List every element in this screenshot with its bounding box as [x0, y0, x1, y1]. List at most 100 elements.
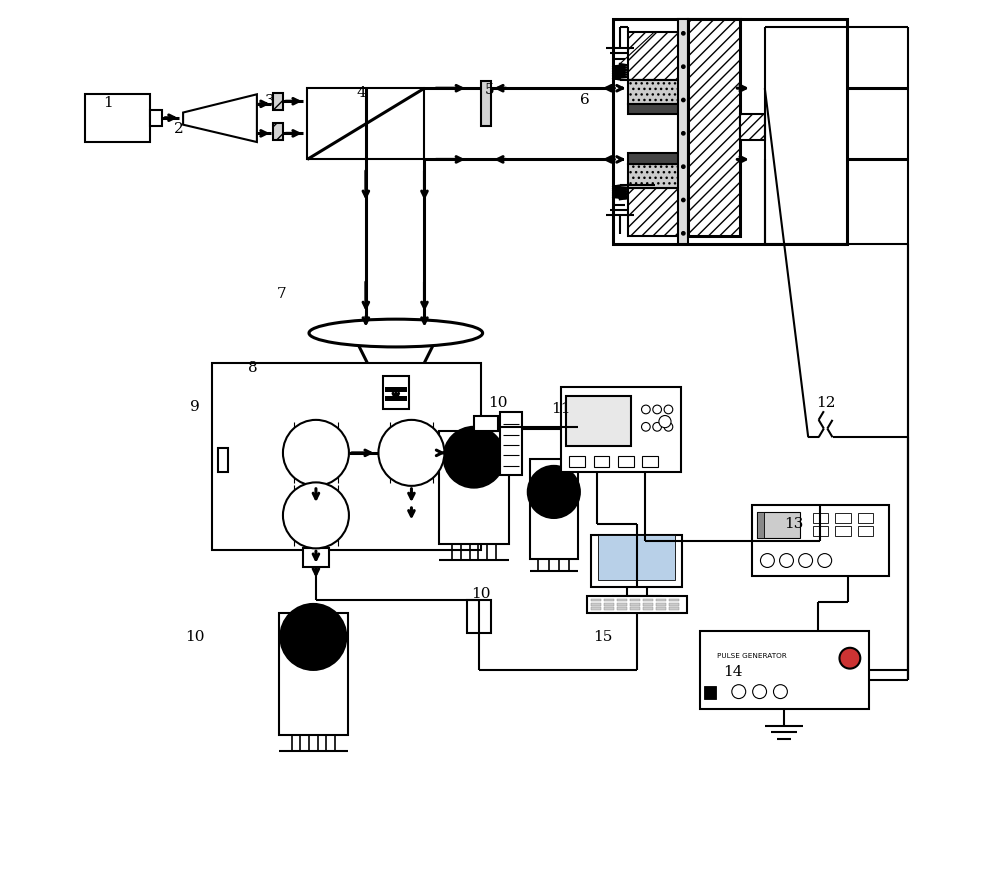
- FancyBboxPatch shape: [474, 415, 498, 431]
- FancyBboxPatch shape: [307, 88, 424, 159]
- Circle shape: [753, 685, 767, 699]
- Text: 9: 9: [190, 400, 199, 414]
- Circle shape: [839, 648, 860, 669]
- Text: 14: 14: [723, 665, 742, 679]
- Circle shape: [642, 422, 650, 431]
- FancyBboxPatch shape: [630, 607, 640, 610]
- FancyBboxPatch shape: [566, 395, 631, 446]
- Text: 4: 4: [356, 85, 366, 99]
- Circle shape: [642, 405, 650, 414]
- FancyBboxPatch shape: [858, 526, 873, 537]
- Circle shape: [664, 422, 673, 431]
- FancyBboxPatch shape: [385, 387, 407, 392]
- FancyBboxPatch shape: [643, 607, 653, 610]
- Circle shape: [760, 554, 774, 568]
- FancyBboxPatch shape: [669, 607, 679, 610]
- FancyBboxPatch shape: [383, 376, 409, 409]
- Circle shape: [780, 554, 793, 568]
- FancyBboxPatch shape: [752, 505, 889, 576]
- Polygon shape: [183, 94, 257, 142]
- Text: 11: 11: [551, 402, 571, 416]
- Text: 7: 7: [276, 287, 286, 301]
- FancyBboxPatch shape: [604, 603, 614, 605]
- FancyBboxPatch shape: [618, 456, 634, 467]
- FancyBboxPatch shape: [700, 631, 869, 709]
- Circle shape: [283, 483, 349, 549]
- Text: 3: 3: [265, 94, 275, 108]
- FancyBboxPatch shape: [835, 513, 851, 523]
- FancyBboxPatch shape: [643, 603, 653, 605]
- FancyBboxPatch shape: [273, 92, 283, 110]
- FancyBboxPatch shape: [757, 512, 764, 538]
- FancyBboxPatch shape: [591, 607, 601, 610]
- FancyBboxPatch shape: [569, 456, 585, 467]
- Circle shape: [818, 554, 832, 568]
- FancyBboxPatch shape: [628, 188, 681, 236]
- FancyBboxPatch shape: [439, 431, 509, 544]
- Text: 13: 13: [784, 517, 803, 531]
- FancyBboxPatch shape: [279, 613, 348, 735]
- Circle shape: [378, 420, 444, 486]
- FancyBboxPatch shape: [628, 153, 681, 164]
- FancyBboxPatch shape: [688, 19, 740, 236]
- FancyBboxPatch shape: [587, 596, 687, 613]
- FancyBboxPatch shape: [218, 448, 228, 472]
- Text: PULSE GENERATOR: PULSE GENERATOR: [717, 653, 787, 658]
- Ellipse shape: [309, 319, 483, 347]
- Circle shape: [799, 554, 813, 568]
- Text: 10: 10: [489, 395, 508, 409]
- FancyBboxPatch shape: [628, 164, 681, 188]
- Circle shape: [653, 405, 661, 414]
- FancyBboxPatch shape: [385, 383, 404, 389]
- FancyBboxPatch shape: [669, 598, 679, 601]
- FancyBboxPatch shape: [530, 459, 578, 559]
- FancyBboxPatch shape: [740, 114, 765, 140]
- Text: 10: 10: [185, 630, 204, 644]
- Text: 10: 10: [471, 586, 491, 600]
- FancyBboxPatch shape: [591, 598, 601, 601]
- Text: 8: 8: [248, 361, 257, 375]
- Circle shape: [732, 685, 746, 699]
- Circle shape: [664, 405, 673, 414]
- Circle shape: [528, 466, 580, 518]
- FancyBboxPatch shape: [303, 549, 329, 568]
- FancyBboxPatch shape: [678, 19, 688, 245]
- Circle shape: [659, 415, 671, 428]
- FancyBboxPatch shape: [361, 383, 380, 389]
- FancyBboxPatch shape: [617, 603, 627, 605]
- FancyBboxPatch shape: [630, 598, 640, 601]
- FancyBboxPatch shape: [212, 363, 481, 550]
- FancyBboxPatch shape: [617, 598, 627, 601]
- Circle shape: [653, 422, 661, 431]
- FancyBboxPatch shape: [604, 598, 614, 601]
- FancyBboxPatch shape: [858, 513, 873, 523]
- FancyBboxPatch shape: [467, 600, 491, 633]
- FancyBboxPatch shape: [150, 110, 162, 125]
- FancyBboxPatch shape: [656, 603, 666, 605]
- FancyBboxPatch shape: [617, 607, 627, 610]
- Text: 12: 12: [816, 395, 835, 409]
- Text: 1: 1: [103, 96, 112, 110]
- FancyBboxPatch shape: [462, 444, 474, 460]
- Text: 15: 15: [593, 630, 612, 644]
- FancyBboxPatch shape: [613, 19, 847, 245]
- Text: 5: 5: [485, 83, 494, 97]
- Circle shape: [444, 427, 504, 488]
- FancyBboxPatch shape: [643, 598, 653, 601]
- FancyBboxPatch shape: [628, 79, 681, 104]
- FancyBboxPatch shape: [85, 94, 150, 142]
- FancyBboxPatch shape: [642, 456, 658, 467]
- FancyBboxPatch shape: [385, 395, 407, 401]
- FancyBboxPatch shape: [594, 456, 609, 467]
- Text: 6: 6: [580, 93, 590, 107]
- FancyBboxPatch shape: [704, 686, 716, 699]
- Circle shape: [280, 604, 346, 670]
- FancyBboxPatch shape: [835, 526, 851, 537]
- Text: 2: 2: [174, 122, 184, 136]
- FancyBboxPatch shape: [813, 513, 828, 523]
- FancyBboxPatch shape: [813, 526, 828, 537]
- FancyBboxPatch shape: [561, 387, 681, 472]
- FancyBboxPatch shape: [604, 607, 614, 610]
- FancyBboxPatch shape: [628, 104, 681, 114]
- FancyBboxPatch shape: [656, 607, 666, 610]
